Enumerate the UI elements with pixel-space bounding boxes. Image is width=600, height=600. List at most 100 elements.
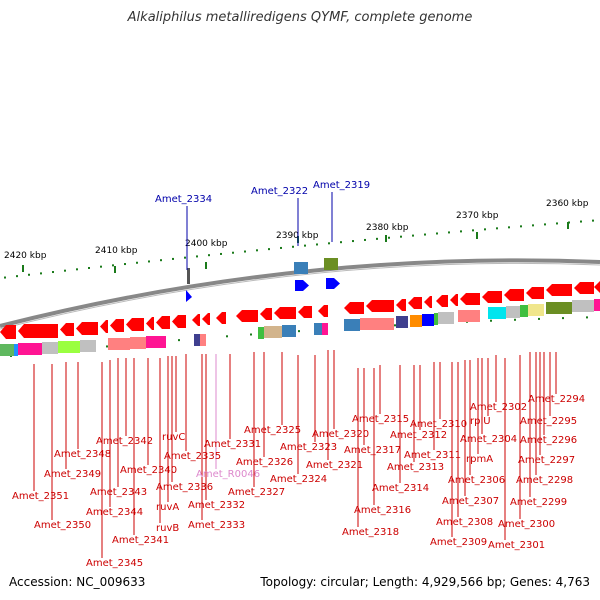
cog-block — [294, 262, 308, 274]
scale-major-tick — [385, 235, 387, 242]
scale-dot — [88, 266, 90, 269]
gene-label-bottom: Amet_2325 — [244, 425, 301, 436]
gene-label-bottom: Amet_2336 — [156, 482, 213, 493]
gene-label-bottom: Amet_2323 — [280, 442, 337, 453]
scale-dot — [160, 259, 162, 262]
gene-label-bottom: Amet_R0046 — [196, 469, 260, 480]
scale-label: 2390 kbp — [276, 231, 319, 241]
gene-arrow — [424, 296, 432, 308]
scale-dot — [280, 246, 282, 249]
accession-label: Accession: NC_009633 — [9, 575, 146, 589]
gene-label-bottom: Amet_2327 — [228, 487, 285, 498]
gene-arrow — [186, 290, 192, 302]
gene-arrow — [504, 289, 524, 301]
scale-dot — [196, 255, 198, 258]
cog-bar — [434, 313, 438, 325]
scale-dot — [64, 269, 66, 272]
scale-dot — [28, 273, 30, 276]
cog-bar — [546, 302, 572, 314]
cog-bar — [344, 319, 360, 331]
scale-dot-lower — [106, 345, 108, 348]
scale-dot-lower — [226, 335, 228, 338]
gene-label-bottom: Amet_2295 — [520, 416, 577, 427]
scale-dot — [376, 237, 378, 240]
gene-label-bottom: Amet_2333 — [188, 520, 245, 531]
scale-labels: 2420 kbp 2410 kbp 2400 kbp 2390 kbp 2380 kbp… — [4, 199, 589, 261]
gene-label-bottom: Amet_2326 — [236, 457, 293, 468]
gene-label-bottom: rpmA — [466, 454, 493, 465]
scale-dot — [244, 250, 246, 253]
gene-label-bottom: Amet_2294 — [528, 394, 585, 405]
gene-arrow — [192, 314, 200, 326]
cog-bar — [360, 318, 394, 330]
scale-dot — [580, 220, 582, 223]
cog-bar — [520, 305, 528, 317]
gene-label-bottom: Amet_2297 — [518, 455, 575, 466]
gene-arrow — [546, 284, 572, 296]
scale-label: 2380 kbp — [366, 223, 409, 233]
scale-dot — [592, 219, 594, 222]
gene-arrow — [100, 320, 108, 333]
scale-dot — [508, 226, 510, 229]
scale-dot — [544, 223, 546, 226]
scale-major-tick — [114, 266, 116, 273]
gene-arrow — [460, 293, 480, 305]
gene-label-bottom: Amet_2349 — [44, 469, 101, 480]
scale-dot-lower — [514, 318, 516, 321]
scale-dot — [124, 263, 126, 266]
cog-bar — [438, 312, 454, 324]
gene-label-bottom: Amet_2302 — [470, 402, 527, 413]
scale-dot — [424, 233, 426, 236]
gene-label-bottom: Amet_2344 — [86, 507, 143, 518]
scale-dot — [172, 257, 174, 260]
scale-dot-lower — [562, 317, 564, 320]
gene-arrow — [156, 316, 170, 329]
gene-label-bottom: Amet_2345 — [86, 558, 143, 569]
cog-bar — [130, 337, 146, 349]
scale-dot — [340, 241, 342, 244]
scale-dot — [4, 276, 6, 279]
gene-label-bottom: rplU — [470, 416, 491, 427]
gene-arrow — [110, 319, 124, 332]
gene-arrow — [0, 325, 16, 339]
gene-label-bottom: Amet_2308 — [436, 517, 493, 528]
cog-bar — [314, 323, 322, 335]
cog-bar — [572, 300, 594, 312]
gene-label-bottom: Amet_2320 — [312, 429, 369, 440]
gene-label-bottom: Amet_2351 — [12, 491, 69, 502]
cog-bar — [200, 334, 206, 346]
gene-label-bottom: Amet_2309 — [430, 537, 487, 548]
top-gene-labels: Amet_2334 Amet_2322 Amet_2319 — [155, 180, 370, 205]
gene-label-bottom: Amet_2296 — [520, 435, 577, 446]
gene-label-bottom: Amet_2312 — [390, 430, 447, 441]
gene-arrow — [146, 317, 154, 330]
gene-label-top: Amet_2319 — [313, 180, 370, 191]
gene-label-top: Amet_2334 — [155, 194, 212, 205]
scale-dot — [412, 234, 414, 237]
scale-label: 2370 kbp — [456, 211, 499, 221]
genome-backbone-shadow — [0, 262, 600, 330]
scale-dot — [460, 230, 462, 233]
gene-arrow — [344, 302, 364, 314]
cog-bar — [506, 306, 520, 318]
cog-bar — [528, 304, 544, 316]
scale-label: 2410 kbp — [95, 246, 138, 256]
scale-dot-lower — [298, 330, 300, 333]
cog-bar — [194, 334, 202, 346]
scale-dot — [532, 224, 534, 227]
scale-dot — [352, 240, 354, 243]
gene-label-bottom: Amet_2313 — [387, 462, 444, 473]
scale-dot — [328, 242, 330, 245]
cog-bar — [42, 342, 58, 354]
gene-arrow — [326, 278, 340, 289]
gene-label-bottom: Amet_2340 — [120, 465, 177, 476]
cog-bar — [422, 314, 434, 326]
gene-label-bottom: Amet_2321 — [306, 460, 363, 471]
scale-dot — [76, 268, 78, 271]
gene-arrow — [76, 322, 98, 335]
gene-label-bottom: Amet_2310 — [410, 419, 467, 430]
scale-dot — [520, 225, 522, 228]
cog-bar — [264, 326, 282, 338]
